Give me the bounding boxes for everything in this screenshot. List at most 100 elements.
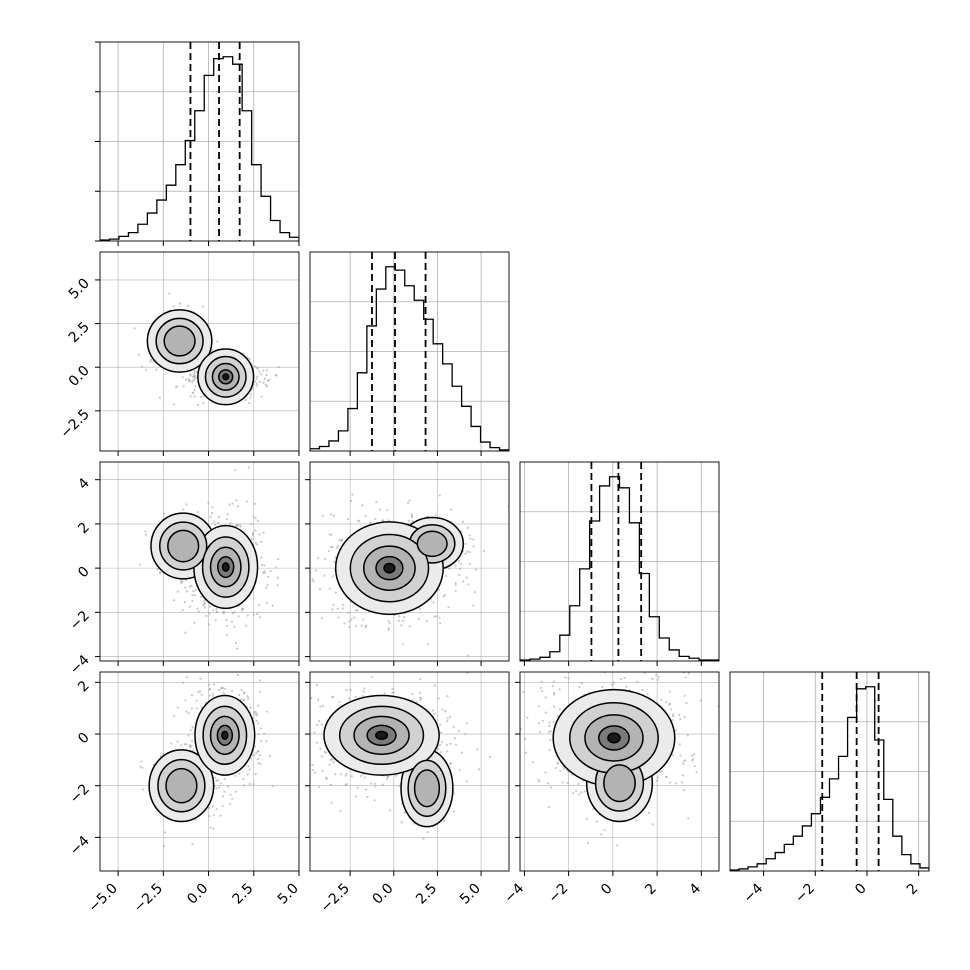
scatter-point xyxy=(333,560,336,564)
scatter-point xyxy=(190,740,194,743)
scatter-point xyxy=(209,826,212,829)
scatter-point xyxy=(374,517,377,521)
density-level xyxy=(165,767,198,804)
histogram-step xyxy=(730,686,929,871)
scatter-point xyxy=(215,610,218,613)
scatter-point xyxy=(531,761,535,764)
scatter-point xyxy=(317,557,320,560)
scatter-point xyxy=(159,571,162,574)
scatter-point xyxy=(193,369,196,372)
scatter-point xyxy=(472,604,475,607)
scatter-point xyxy=(213,523,217,526)
scatter-point xyxy=(263,377,266,380)
scatter-point xyxy=(514,746,516,748)
scatter-point xyxy=(329,513,333,516)
scatter-point xyxy=(400,821,403,824)
scatter-point xyxy=(252,783,255,786)
scatter-point xyxy=(184,631,187,634)
scatter-point xyxy=(320,723,323,726)
scatter-point xyxy=(426,831,429,834)
scatter-point xyxy=(558,708,561,711)
scatter-point xyxy=(334,773,337,776)
scatter-point xyxy=(353,616,356,619)
scatter-point xyxy=(690,754,693,757)
scatter-point xyxy=(551,685,554,688)
scatter-point xyxy=(320,755,324,758)
scatter-point xyxy=(553,705,556,708)
scatter-point xyxy=(251,533,254,536)
scatter-point xyxy=(226,513,229,516)
density-level xyxy=(222,373,230,381)
scatter-point xyxy=(524,751,528,754)
y-tick-label: 2.5 xyxy=(66,319,93,346)
scatter-point xyxy=(253,745,257,748)
scatter-point xyxy=(330,545,333,549)
density-level xyxy=(375,730,389,741)
scatter-point xyxy=(331,608,334,611)
scatter-point xyxy=(321,514,324,517)
scatter-point xyxy=(693,765,696,768)
scatter-point xyxy=(229,802,232,805)
scatter-point xyxy=(255,719,258,722)
scatter-point xyxy=(265,385,269,388)
scatter-point xyxy=(245,500,249,503)
scatter-point xyxy=(315,683,319,687)
scatter-point xyxy=(340,539,343,542)
scatter-point xyxy=(580,791,583,794)
scatter-point xyxy=(209,687,212,690)
density-level xyxy=(416,530,448,558)
scatter-point xyxy=(208,694,211,697)
scatter-point xyxy=(438,494,441,497)
scatter-point xyxy=(348,625,351,628)
scatter-point xyxy=(138,563,141,566)
scatter-point xyxy=(387,775,390,779)
scatter-point xyxy=(225,517,229,521)
x-tick-label: 0 xyxy=(852,881,870,899)
scatter-point xyxy=(678,713,681,717)
scatter-point xyxy=(659,770,662,774)
scatter-point xyxy=(541,719,544,722)
scatter-point xyxy=(248,782,251,786)
scatter-point xyxy=(397,619,400,622)
scatter-point xyxy=(255,752,258,755)
scatter-point xyxy=(464,552,467,555)
scatter-point xyxy=(578,685,581,688)
scatter-point xyxy=(249,396,252,399)
scatter-point xyxy=(174,386,177,389)
scatter-point xyxy=(256,375,259,378)
scatter-point xyxy=(195,370,199,373)
scatter-point xyxy=(253,365,256,368)
scatter-point xyxy=(386,509,389,512)
scatter-point xyxy=(202,402,205,405)
scatter-point xyxy=(663,655,665,657)
scatter-point xyxy=(187,378,190,381)
y-tick-label: −2.5 xyxy=(57,406,92,441)
scatter-point xyxy=(327,549,330,553)
panel-frame xyxy=(729,671,930,872)
scatter-point xyxy=(140,365,143,368)
scatter-point xyxy=(328,533,331,536)
scatter-point xyxy=(567,677,570,680)
scatter-point xyxy=(185,590,189,593)
scatter-point xyxy=(584,790,587,793)
scatter-point xyxy=(261,571,265,574)
scatter-point xyxy=(343,622,346,625)
scatter-point xyxy=(255,382,258,385)
scatter-point xyxy=(554,766,557,770)
scatter-point xyxy=(692,753,696,756)
scatter-point xyxy=(373,799,376,802)
scatter-point xyxy=(193,374,196,377)
scatter-point xyxy=(265,601,269,605)
scatter-point xyxy=(190,584,193,587)
scatter-point xyxy=(212,609,215,612)
scatter-point xyxy=(426,643,430,646)
scatter-point xyxy=(191,725,194,729)
scatter-point xyxy=(544,711,547,714)
y-tick-label: −4 xyxy=(67,833,93,859)
density-level xyxy=(167,529,200,563)
pair-panel-3-2 xyxy=(514,655,720,876)
scatter-point xyxy=(465,722,468,725)
scatter-point xyxy=(636,680,639,683)
scatter-point xyxy=(387,627,390,630)
density-level xyxy=(163,325,196,357)
